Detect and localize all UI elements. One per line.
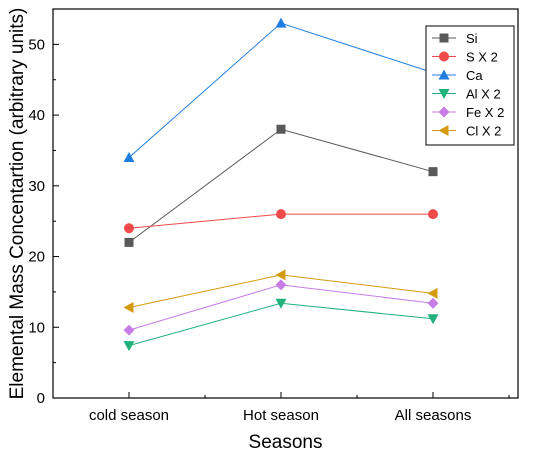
marker-triangle-left (438, 125, 449, 136)
marker-diamond (275, 279, 287, 291)
marker-triangle-down (123, 341, 135, 352)
marker-triangle-down (427, 314, 439, 325)
x-tick-label: All seasons (395, 407, 472, 424)
y-tick-label: 30 (28, 178, 45, 195)
x-tick-label: cold season (89, 407, 169, 424)
legend-item: Al X 2 (432, 87, 501, 102)
y-tick-label: 20 (28, 249, 45, 266)
marker-diamond (427, 297, 439, 309)
legend-label: S X 2 (466, 50, 498, 65)
legend-item: Fe X 2 (432, 105, 504, 120)
legend-label: Ca (466, 68, 483, 83)
marker-triangle-left (123, 301, 134, 313)
marker-triangle-up (123, 152, 135, 163)
series-cl-x-2 (123, 269, 438, 313)
marker-circle (124, 223, 134, 234)
series-line (128, 22, 434, 158)
series-s-x-2 (124, 209, 438, 234)
marker-square (124, 237, 134, 247)
marker-circle (439, 51, 449, 62)
y-tick-label: 10 (28, 319, 45, 336)
series-al-x-2 (123, 298, 439, 352)
y-tick-label: 50 (28, 36, 45, 53)
y-tick-label: 0 (37, 390, 45, 407)
marker-circle (276, 209, 286, 220)
marker-triangle-up (275, 17, 287, 28)
marker-triangle-down (438, 89, 450, 99)
legend-label: Al X 2 (466, 87, 501, 102)
legend-item: Si (432, 31, 478, 46)
x-tick-label: Hot season (243, 407, 319, 424)
marker-triangle-left (275, 269, 286, 281)
marker-square (428, 167, 438, 177)
series-si (124, 124, 438, 247)
legend: Si S X 2 Ca Al X 2 Fe X 2 Cl X 2 (425, 25, 515, 146)
y-axis-title: Elemental Mass Concentartion (arbitrary … (7, 8, 28, 400)
marker-diamond (123, 324, 135, 336)
series-ca (123, 17, 439, 163)
axes (52, 8, 519, 399)
series-line (128, 128, 434, 243)
marker-diamond (438, 106, 450, 118)
marker-triangle-left (427, 287, 438, 299)
marker-square (439, 33, 449, 43)
y-tick-label: 40 (28, 107, 45, 124)
marker-triangle-down (275, 298, 287, 309)
marker-square (276, 124, 286, 134)
series-line (128, 302, 434, 347)
legend-item: Cl X 2 (432, 124, 501, 139)
legend-item: Ca (432, 68, 483, 83)
legend-label: Si (466, 31, 478, 46)
plot-frame (52, 8, 519, 399)
marker-circle (428, 209, 438, 220)
y-axis-ticks: 0 10 20 30 40 50 (28, 36, 59, 407)
legend-box (425, 25, 515, 146)
legend-label: Cl X 2 (466, 124, 501, 139)
marker-triangle-up (438, 69, 450, 80)
legend-label: Fe X 2 (466, 105, 504, 120)
series-layer (123, 17, 439, 352)
legend-item: S X 2 (432, 50, 498, 65)
series-fe-x-2 (123, 279, 439, 336)
x-axis-ticks: cold season Hot season All seasons (89, 392, 510, 424)
x-axis-title: Seasons (249, 432, 323, 453)
